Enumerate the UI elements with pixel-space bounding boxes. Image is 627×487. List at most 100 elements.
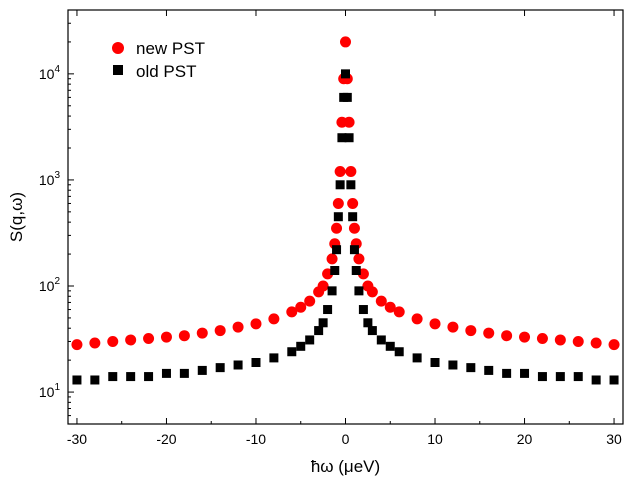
point-new-pst — [447, 321, 459, 333]
point-old-pst — [330, 266, 340, 276]
point-new-pst — [332, 197, 344, 209]
point-new-pst — [572, 335, 584, 347]
point-old-pst — [327, 286, 337, 296]
x-tick-label: -30 — [67, 431, 87, 447]
point-old-pst — [251, 358, 261, 368]
point-old-pst — [323, 305, 333, 315]
point-new-pst — [232, 321, 244, 333]
x-tick-label: 30 — [606, 431, 622, 447]
point-old-pst — [430, 358, 440, 368]
point-old-pst — [466, 363, 476, 373]
point-old-pst — [287, 347, 297, 357]
point-new-pst — [608, 339, 620, 351]
point-old-pst — [341, 69, 350, 79]
point-new-pst — [340, 36, 351, 48]
legend-label-old-pst: old PST — [136, 62, 196, 81]
x-tick-label: 10 — [427, 431, 443, 447]
point-old-pst — [269, 353, 279, 363]
point-new-pst — [554, 334, 566, 346]
y-tick-label: 102 — [39, 276, 61, 294]
point-old-pst — [318, 318, 328, 328]
y-axis-title: S(q,ω) — [7, 192, 26, 242]
point-old-pst — [333, 212, 343, 222]
point-new-pst — [353, 253, 365, 265]
point-old-pst — [305, 335, 315, 345]
point-new-pst — [334, 166, 346, 178]
y-axis-ticks: 101 102 103 104 — [39, 9, 74, 425]
point-old-pst — [314, 326, 324, 336]
x-tick-label: -10 — [246, 431, 266, 447]
point-new-pst — [465, 325, 477, 337]
point-new-pst — [411, 313, 423, 325]
point-old-pst — [337, 133, 347, 143]
point-old-pst — [537, 372, 547, 382]
point-old-pst — [394, 347, 404, 357]
point-old-pst — [520, 368, 530, 378]
point-old-pst — [179, 368, 189, 378]
point-old-pst — [591, 375, 601, 385]
point-old-pst — [609, 375, 619, 385]
point-old-pst — [555, 372, 565, 382]
legend: new PST old PST — [112, 39, 205, 81]
point-old-pst — [348, 212, 358, 222]
point-new-pst — [483, 327, 495, 339]
point-old-pst — [354, 286, 364, 296]
y-tick-label: 104 — [39, 64, 61, 82]
point-new-pst — [590, 337, 602, 349]
point-old-pst — [351, 266, 361, 276]
point-old-pst — [332, 245, 342, 255]
point-old-pst — [126, 372, 136, 382]
point-new-pst — [393, 306, 405, 318]
data-points — [71, 36, 620, 385]
point-old-pst — [72, 375, 82, 385]
y-tick-label: 103 — [39, 170, 61, 188]
x-axis-title: ħω (μeV) — [311, 457, 380, 476]
point-old-pst — [344, 133, 354, 143]
point-new-pst — [268, 313, 280, 325]
point-old-pst — [215, 363, 225, 373]
point-new-pst — [89, 337, 101, 349]
x-tick-label: -20 — [156, 431, 176, 447]
point-new-pst — [345, 166, 357, 178]
point-new-pst — [347, 197, 359, 209]
point-new-pst — [519, 331, 531, 343]
point-new-pst — [317, 280, 329, 292]
legend-marker-old-pst — [113, 65, 123, 75]
point-old-pst — [335, 180, 345, 190]
point-new-pst — [429, 318, 441, 330]
point-old-pst — [108, 372, 118, 382]
point-new-pst — [160, 331, 172, 343]
point-new-pst — [178, 330, 190, 342]
point-old-pst — [144, 372, 154, 382]
point-old-pst — [342, 92, 352, 102]
point-new-pst — [143, 332, 155, 344]
legend-label-new-pst: new PST — [136, 39, 205, 58]
point-new-pst — [250, 318, 262, 330]
x-axis-ticks: -30 -20 -10 0 10 20 30 — [67, 10, 622, 447]
point-old-pst — [346, 180, 356, 190]
point-old-pst — [349, 245, 359, 255]
point-old-pst — [376, 335, 386, 345]
point-old-pst — [233, 360, 243, 370]
point-new-pst — [286, 306, 298, 318]
legend-marker-new-pst — [112, 42, 124, 54]
point-new-pst — [326, 253, 338, 265]
point-old-pst — [363, 318, 373, 328]
point-new-pst — [125, 334, 137, 346]
point-old-pst — [502, 368, 512, 378]
point-old-pst — [385, 341, 395, 351]
point-new-pst — [295, 301, 307, 313]
point-new-pst — [196, 327, 208, 339]
point-new-pst — [107, 335, 119, 347]
point-old-pst — [573, 372, 583, 382]
point-new-pst — [214, 325, 226, 337]
y-tick-label: 101 — [39, 382, 61, 400]
point-new-pst — [384, 301, 396, 313]
x-tick-label: 20 — [517, 431, 533, 447]
point-old-pst — [161, 368, 171, 378]
point-new-pst — [348, 222, 360, 234]
point-old-pst — [296, 341, 306, 351]
point-new-pst — [343, 116, 355, 128]
point-new-pst — [375, 295, 387, 307]
